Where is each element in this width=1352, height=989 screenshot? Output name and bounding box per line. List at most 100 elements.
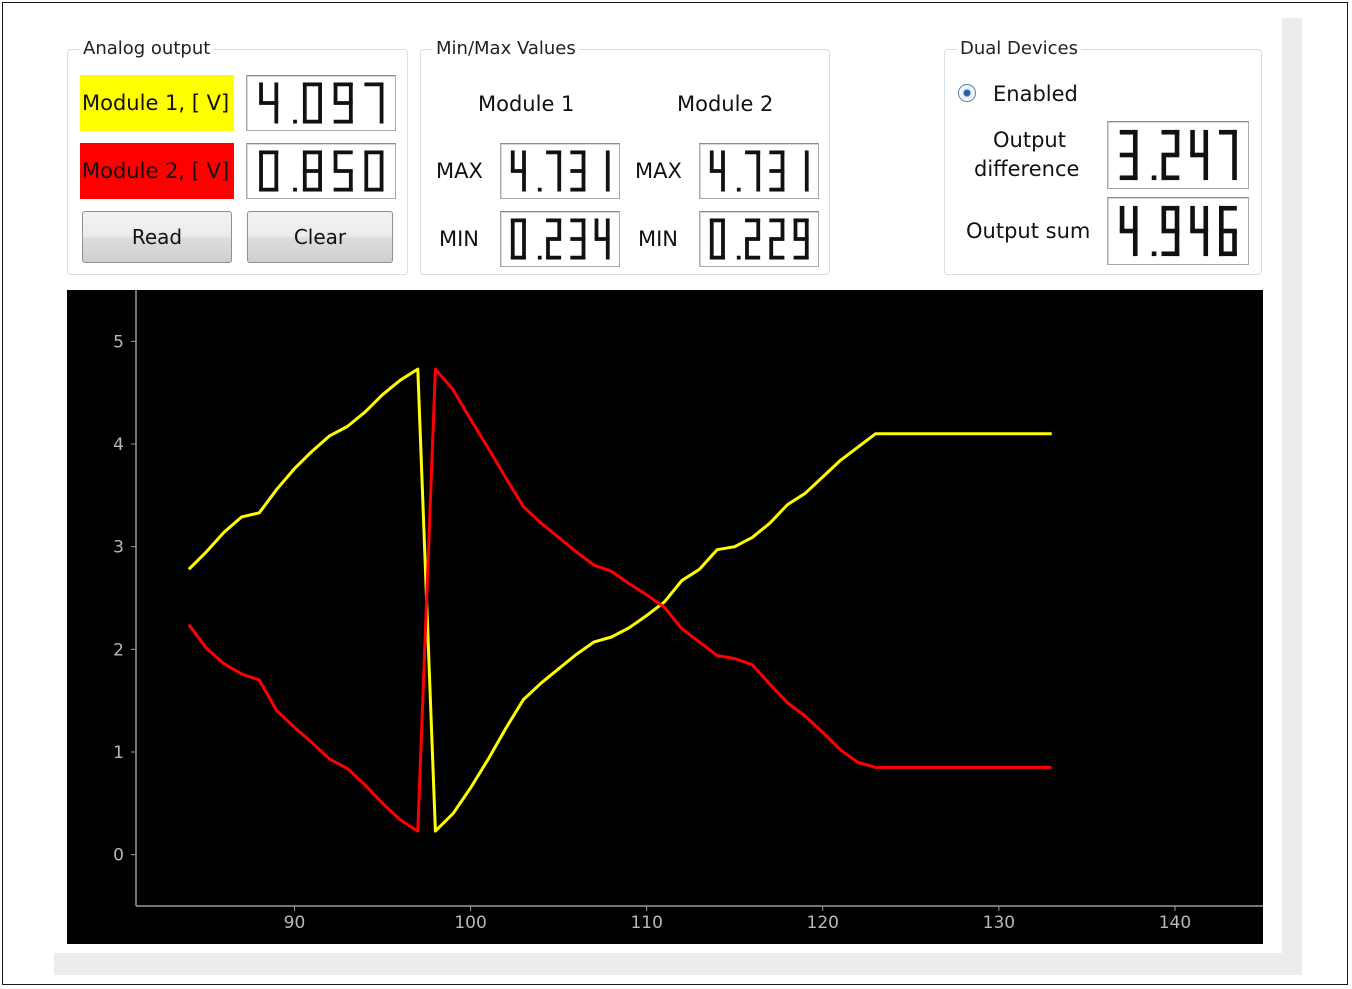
- lcd-segment: [259, 150, 263, 171]
- lcd-segment: [769, 239, 774, 260]
- lcd-segment: [1161, 152, 1180, 158]
- module1-max-label: MAX: [436, 159, 483, 183]
- lcd-segment: [605, 239, 610, 260]
- lcd-segment: [793, 237, 809, 241]
- lcd-segment: [1119, 175, 1138, 181]
- lcd-segment: [557, 171, 562, 192]
- lcd-segment: [756, 171, 761, 192]
- lcd-segment: [522, 218, 526, 239]
- read-button[interactable]: Read: [82, 211, 232, 263]
- lcd-segment: [605, 150, 610, 171]
- lcd-segment: [274, 82, 279, 103]
- lcd-segment: [709, 218, 725, 223]
- lcd-digits: [1119, 129, 1237, 181]
- lcd-segment: [769, 169, 785, 173]
- lcd-segment: [756, 218, 761, 239]
- lcd-segment: [333, 169, 353, 173]
- lcd-segment: [333, 101, 353, 105]
- lcd-segment: [745, 150, 761, 155]
- lcd-segment: [1161, 205, 1180, 211]
- lcd-segment: [709, 218, 714, 239]
- lcd-segment: [510, 218, 515, 239]
- lcd-segment: [570, 187, 586, 192]
- output-difference-display: [1107, 121, 1249, 189]
- lcd-segment: [793, 218, 798, 239]
- lcd-segment: [1190, 129, 1195, 155]
- module1-value-display: [246, 75, 396, 131]
- x-tick-label: 90: [284, 913, 306, 933]
- lcd-segment: [570, 237, 586, 241]
- lcd-segment: [1219, 251, 1237, 257]
- lcd-segment: [1219, 129, 1237, 135]
- y-tick-label: 3: [113, 538, 124, 558]
- lcd-segment: [557, 150, 562, 171]
- lcd-segment: [333, 119, 353, 124]
- lcd-segment: [302, 169, 322, 173]
- lcd-digits: [510, 150, 610, 192]
- lcd-segment: [605, 218, 610, 239]
- lcd-decimal-point: [537, 187, 542, 192]
- lcd-segment: [522, 171, 526, 192]
- lcd-decimal-point: [736, 187, 741, 192]
- clear-button[interactable]: Clear: [247, 211, 393, 263]
- lcd-segment: [1119, 228, 1138, 234]
- enabled-label[interactable]: Enabled: [993, 82, 1078, 106]
- lcd-segment: [1174, 231, 1180, 257]
- lcd-segment: [780, 171, 785, 192]
- lcd-segment: [333, 150, 353, 155]
- lcd-segment: [1232, 129, 1237, 155]
- lcd-segment: [259, 101, 279, 105]
- lcd-segment: [302, 82, 322, 87]
- lcd-segment: [333, 150, 338, 171]
- output-difference-label-line2: difference: [974, 157, 1080, 181]
- analog-output-title: Analog output: [80, 39, 214, 59]
- lcd-segment: [1161, 251, 1180, 257]
- lcd-segment: [1203, 231, 1209, 257]
- minmax-title: Min/Max Values: [433, 39, 579, 59]
- lcd-segment: [302, 171, 307, 192]
- lcd-segment: [581, 150, 586, 171]
- lcd-segment: [793, 255, 809, 260]
- lcd-segment: [546, 150, 562, 155]
- lcd-segment: [364, 171, 369, 192]
- lcd-segment: [1119, 129, 1138, 135]
- lcd-segment: [1161, 175, 1180, 181]
- lcd-decimal-point: [537, 255, 542, 260]
- lcd-segment: [1219, 205, 1224, 231]
- lcd-segment: [594, 218, 599, 239]
- lcd-segment: [1161, 205, 1167, 231]
- y-tick-label: 4: [113, 435, 124, 455]
- enabled-radio[interactable]: [958, 84, 976, 102]
- lcd-segment: [780, 150, 785, 171]
- x-tick-label: 140: [1159, 913, 1191, 933]
- lcd-segment: [1132, 205, 1138, 231]
- lcd-segment: [709, 239, 714, 260]
- lcd-segment: [745, 255, 761, 260]
- lcd-digits: [709, 218, 809, 260]
- bottom-panel-edge: [54, 953, 1302, 975]
- lcd-segment: [333, 187, 353, 192]
- lcd-segment: [1203, 129, 1209, 155]
- lcd-decimal-point: [1151, 251, 1157, 257]
- lcd-segment: [721, 239, 725, 260]
- output-sum-label: Output sum: [966, 219, 1091, 243]
- lcd-segment: [364, 82, 384, 87]
- lcd-segment: [745, 218, 761, 223]
- lcd-segment: [259, 187, 279, 192]
- lcd-segment: [1132, 155, 1138, 181]
- lcd-segment: [364, 150, 369, 171]
- x-tick-label: 120: [807, 913, 839, 933]
- lcd-segment: [1190, 152, 1209, 158]
- y-tick-label: 2: [113, 640, 124, 660]
- lcd-segment: [769, 150, 785, 155]
- lcd-segment: [745, 239, 749, 260]
- x-tick-label: 130: [983, 913, 1015, 933]
- lcd-segment: [318, 103, 322, 124]
- lcd-segment: [274, 103, 279, 124]
- lcd-segment: [510, 150, 515, 171]
- lcd-segment: [557, 218, 562, 239]
- voltage-plot[interactable]: 90 100 110 120 130 140 0 1 2 3 4 5: [67, 290, 1263, 944]
- lcd-segment: [259, 150, 279, 155]
- lcd-segment: [605, 171, 610, 192]
- minmax-module1-header: Module 1: [478, 92, 575, 116]
